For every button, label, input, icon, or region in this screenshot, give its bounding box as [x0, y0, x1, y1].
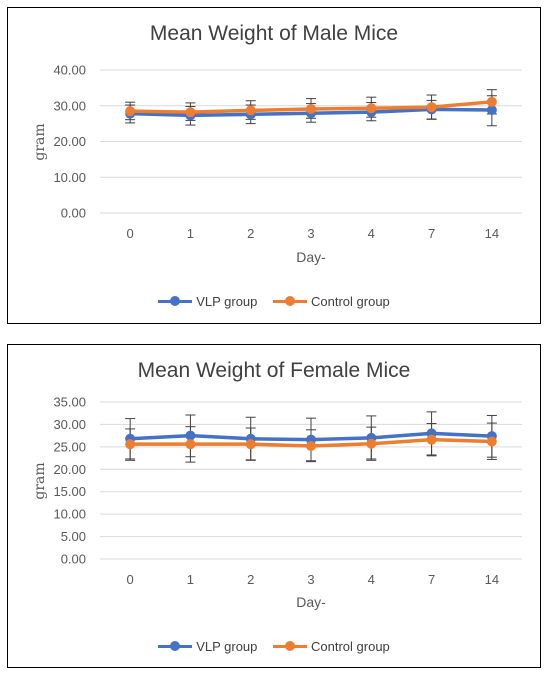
y-axis-label: gram [32, 462, 48, 499]
data-point-control [125, 439, 136, 450]
x-tick-label: 0 [127, 226, 134, 241]
data-point-control [426, 102, 437, 113]
x-tick-label: 0 [127, 572, 134, 587]
x-tick-label: 7 [428, 572, 435, 587]
x-tick-label: 1 [187, 572, 194, 587]
legend-label-control: Control group [311, 293, 390, 309]
data-point-control [185, 439, 196, 450]
data-point-control [366, 438, 377, 449]
y-tick-label: 40.00 [53, 63, 86, 78]
legend-swatch-control [273, 296, 308, 307]
x-tick-label: 4 [368, 572, 375, 587]
data-point-control [486, 96, 497, 107]
data-point-vlp [486, 105, 497, 116]
legend-item-vlp: VLP group [158, 293, 257, 309]
y-axis-label: gram [32, 123, 48, 160]
y-tick-label: 30.00 [53, 98, 86, 113]
x-tick-label: 3 [307, 572, 314, 587]
data-point-control [306, 103, 316, 114]
female-weight-plot: 0.00 5.00 10.00 15.00 20.00 25.00 30.00 35.00 0 1… [32, 395, 522, 610]
legend-swatch-vlp [158, 296, 193, 307]
x-tick-label: 14 [485, 226, 499, 241]
x-axis-label: Day- [296, 249, 326, 265]
x-tick-label: 14 [485, 572, 499, 587]
data-point-control [366, 103, 377, 114]
y-tick-label: 15.00 [53, 484, 86, 499]
y-tick-label: 10.00 [53, 170, 86, 185]
x-tick-label: 7 [428, 226, 435, 241]
legend-swatch-control [273, 641, 308, 652]
legend-label-vlp: VLP group [196, 293, 258, 309]
y-tick-label: 20.00 [53, 462, 86, 477]
y-tick-label: 0.00 [61, 552, 86, 567]
y-tick-label: 35.00 [53, 395, 86, 410]
y-tick-label: 30.00 [53, 417, 86, 432]
data-point-control [245, 105, 256, 116]
legend-swatch-vlp [158, 641, 193, 652]
y-tick-label: 5.00 [61, 529, 86, 544]
y-tick-label: 0.00 [61, 206, 86, 221]
data-point-control [185, 107, 196, 118]
data-point-control [125, 106, 136, 117]
male-weight-chart: Mean Weight of Male Mice 0.00 10.00 20.00 3… [7, 7, 541, 324]
x-axis-label: Day- [296, 594, 326, 610]
y-tick-label: 10.00 [53, 507, 86, 522]
y-tick-label: 20.00 [53, 134, 86, 149]
chart-title: Mean Weight of Male Mice [149, 22, 399, 45]
x-tick-label: 4 [368, 226, 375, 241]
legend-item-control: Control group [273, 638, 390, 654]
y-tick-label: 25.00 [53, 439, 86, 454]
chart-legend: VLP group Control group [8, 637, 540, 654]
chart-title: Mean Weight of Female Mice [137, 359, 411, 382]
data-point-control [426, 434, 437, 445]
data-point-control [245, 439, 256, 450]
x-tick-label: 1 [187, 226, 194, 241]
legend-label-control: Control group [311, 638, 390, 654]
x-tick-label: 3 [307, 226, 314, 241]
legend-item-control: Control group [273, 293, 390, 309]
x-tick-label: 2 [247, 572, 254, 587]
chart-legend: VLP group Control group [8, 292, 540, 309]
data-point-control [486, 436, 497, 447]
x-tick-label: 2 [247, 226, 254, 241]
legend-item-vlp: VLP group [158, 638, 257, 654]
female-weight-chart: Mean Weight of Female Mice 0.00 5.00 10.00… [7, 344, 541, 668]
legend-label-vlp: VLP group [196, 638, 258, 654]
data-point-vlp [185, 430, 196, 441]
data-point-control [306, 440, 316, 451]
male-weight-plot: 0.00 10.00 20.00 30.00 40.00 0 1 2 3 4 7 14 Day-gram [32, 63, 522, 265]
